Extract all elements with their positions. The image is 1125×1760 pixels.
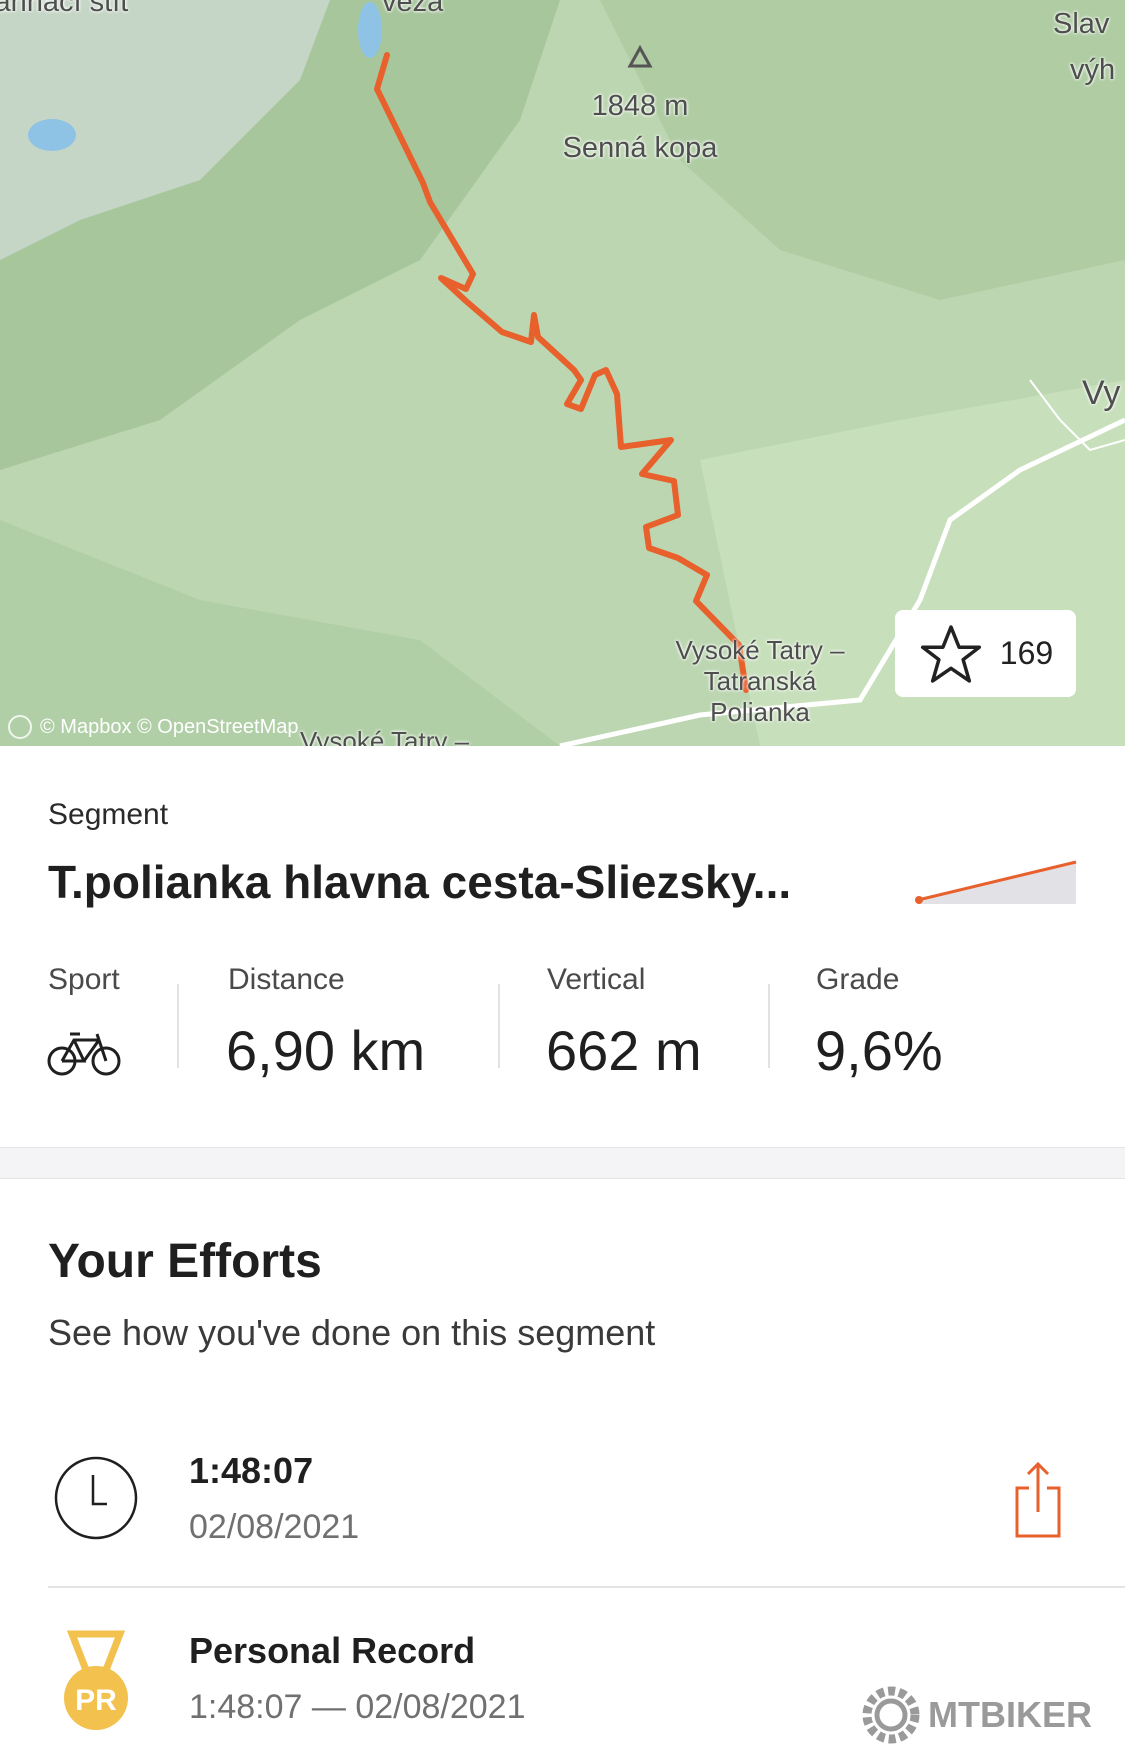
efforts-title: Your Efforts <box>48 1235 322 1288</box>
section-divider <box>0 1147 1125 1179</box>
star-count: 169 <box>999 635 1054 671</box>
peak-elevation: 1848 m <box>591 90 689 122</box>
watermark-text: MTBIKER <box>928 1694 1092 1735</box>
row-divider <box>48 1586 1125 1588</box>
map-label: Jahňací štít <box>0 0 129 18</box>
share-icon[interactable] <box>1012 1460 1064 1540</box>
map-label: Vysoké Tatry – <box>300 726 470 746</box>
clock-icon <box>54 1456 138 1540</box>
map-label: Slav <box>1053 8 1110 40</box>
stat-divider <box>177 984 179 1068</box>
segment-title: T.polianka hlavna cesta-Sliezsky... <box>48 856 792 908</box>
vertical-label: Vertical <box>547 963 646 996</box>
effort-row[interactable]: 1:48:07 02/08/2021 <box>0 1430 1125 1585</box>
segment-type-label: Segment <box>48 798 169 831</box>
pr-detail: 1:48:07 — 02/08/2021 <box>189 1688 526 1726</box>
grade-value: 9,6% <box>815 1019 943 1082</box>
segment-map[interactable]: Jahňací štít veža 1848 m Senná kopa Slav… <box>0 0 1125 746</box>
map-label: výh <box>1070 54 1116 86</box>
stat-divider <box>768 984 770 1068</box>
personal-record-row[interactable]: PR Personal Record 1:48:07 — 02/08/2021 <box>0 1600 1125 1760</box>
sport-label: Sport <box>48 963 120 996</box>
stat-divider <box>498 984 500 1068</box>
pr-badge: PR <box>75 1684 117 1717</box>
effort-date[interactable]: 02/08/2021 <box>189 1508 360 1546</box>
distance-label: Distance <box>228 963 345 996</box>
bike-icon <box>47 1032 121 1076</box>
map-label: veža <box>382 0 444 18</box>
town-label: Vysoké Tatry – Tatranská Polianka <box>675 635 845 727</box>
distance-value: 6,90 km <box>226 1019 426 1082</box>
vertical-value: 662 m <box>546 1019 702 1082</box>
efforts-subtitle: See how you've done on this segment <box>48 1312 656 1353</box>
watermark: MTBIKER <box>860 1684 1092 1746</box>
segment-route <box>374 52 749 693</box>
peak-icon <box>627 44 653 68</box>
map-attribution[interactable]: © Mapbox © OpenStreetMap <box>40 716 299 738</box>
effort-time: 1:48:07 <box>189 1450 314 1491</box>
gear-logo-icon <box>862 1686 920 1744</box>
peak-name: Senná kopa <box>562 132 718 164</box>
grade-label: Grade <box>816 963 900 996</box>
star-segment-button[interactable]: 169 <box>895 610 1076 697</box>
pr-title: Personal Record <box>189 1630 476 1671</box>
pr-medal-icon: PR <box>64 1630 128 1730</box>
elevation-profile <box>915 860 1077 904</box>
star-icon <box>920 624 981 683</box>
map-label: Vy <box>1082 374 1121 412</box>
mapbox-logo-icon[interactable] <box>8 715 32 739</box>
